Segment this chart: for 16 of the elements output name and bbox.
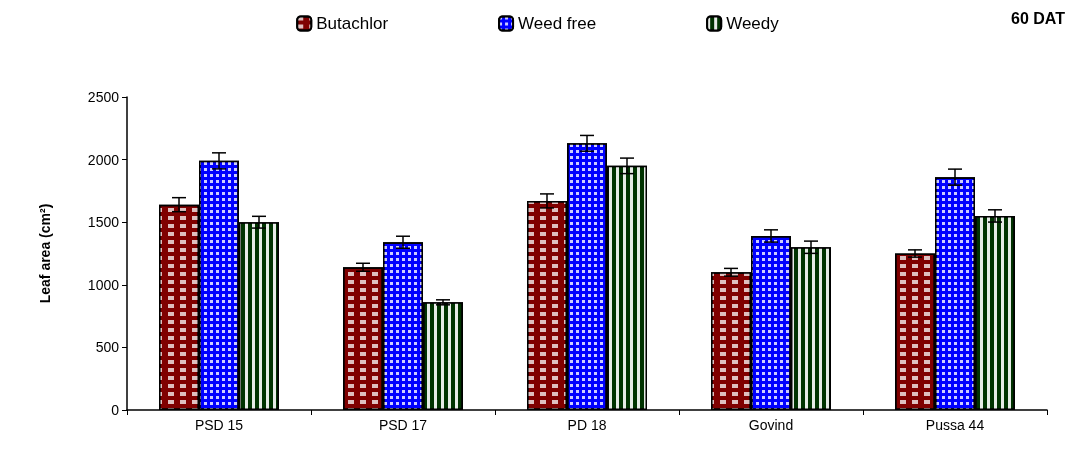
y-tick-label: 1000 bbox=[87, 276, 120, 293]
y-tick-label: 2000 bbox=[87, 151, 120, 168]
y-tick-label: 0 bbox=[111, 402, 120, 418]
legend-label: Butachlor bbox=[316, 14, 389, 33]
y-tick-label: 2500 bbox=[87, 89, 120, 105]
x-tick-label: PSD 15 bbox=[194, 417, 244, 433]
y-axis-title: Leaf area (cm²) bbox=[37, 203, 53, 304]
text: 60 DAT bbox=[1011, 9, 1066, 27]
x-tick-label: Govind bbox=[748, 417, 794, 433]
y-tick-label: 1500 bbox=[87, 214, 120, 231]
y-tick-label: 500 bbox=[95, 339, 120, 356]
x-tick-label: PSD 17 bbox=[378, 417, 428, 433]
x-tick-label: PD 18 bbox=[567, 417, 607, 433]
legend-label: Weed free bbox=[518, 14, 597, 33]
legend-label: Weedy bbox=[726, 14, 780, 33]
x-tick-label: Pussa 44 bbox=[925, 417, 985, 433]
